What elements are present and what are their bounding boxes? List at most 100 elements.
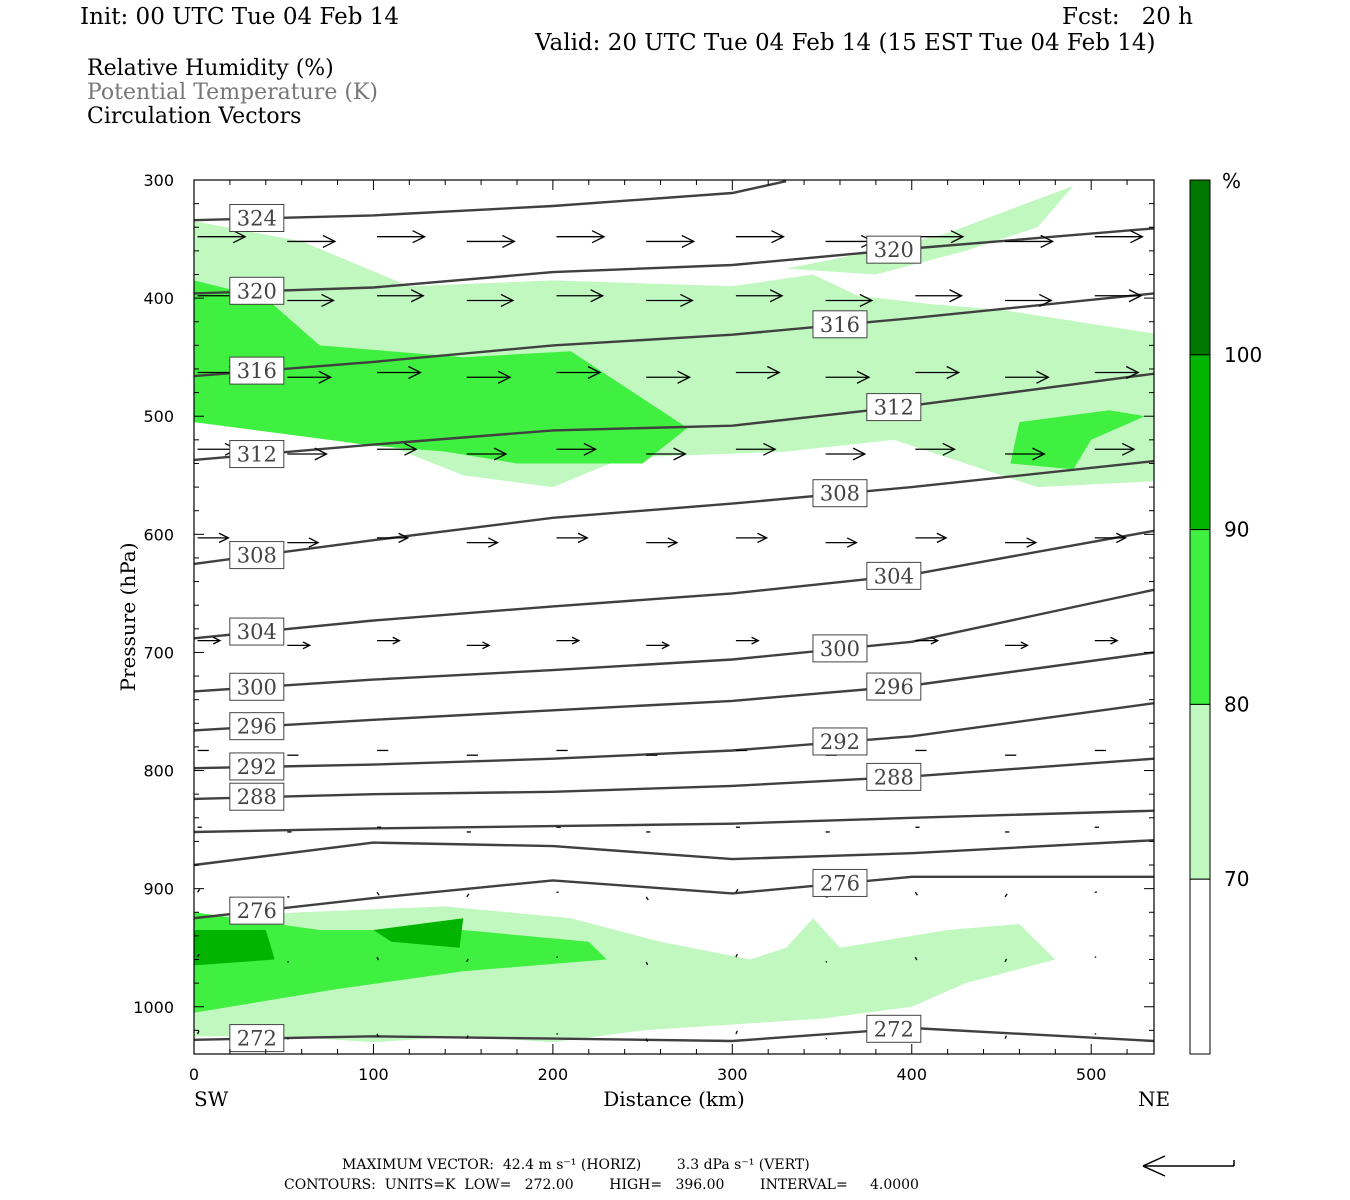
circulation-vector [1004, 958, 1008, 963]
isentrope-label: 308 [237, 544, 277, 568]
circulation-vector-head [1110, 636, 1119, 645]
x-tick-label: 100 [358, 1065, 389, 1084]
circulation-vector-head [1130, 230, 1144, 244]
circulation-vector-head [942, 442, 956, 456]
isentrope-296 [193, 651, 1155, 732]
isentrope-label-box [229, 440, 285, 469]
circulation-vector-head [398, 532, 410, 544]
circulation-vector-head [314, 447, 328, 461]
isentrope-label-box [812, 479, 868, 508]
circulation-vector-head [502, 234, 516, 248]
isentrope-label: 304 [874, 564, 914, 588]
isentrope-label-box [812, 310, 868, 339]
colorbar-tick-label: 90 [1224, 518, 1249, 542]
isentrope-label: 296 [874, 675, 914, 699]
circulation-vector [197, 888, 201, 893]
circulation-vector-head [410, 289, 425, 303]
circulation-vector-head [302, 641, 312, 650]
isentrope-label: 276 [820, 871, 860, 895]
circulation-vector-head [577, 532, 589, 544]
circulation-vector [645, 961, 649, 966]
isentrope-label-box [229, 896, 285, 925]
circulation-vector-head [1036, 370, 1050, 384]
isentrope-label-box [866, 762, 922, 791]
colorbar-segment [1189, 703, 1211, 880]
isentrope-label: 272 [874, 1017, 914, 1041]
x-left-direction-label: SW [194, 1087, 229, 1111]
circulation-vector [735, 888, 739, 893]
circulation-vector-head [936, 532, 948, 544]
isentrope-label: 288 [874, 765, 914, 789]
isentrope-label-box [866, 672, 922, 701]
circulation-vector [645, 896, 649, 901]
isentrope-label-box [866, 1014, 922, 1043]
circulation-vector [466, 893, 470, 898]
circulation-vector-head [497, 370, 512, 384]
isentrope-324 [193, 180, 787, 222]
circulation-vector-head [212, 636, 222, 645]
isentrope-288 [193, 757, 1155, 801]
isentrope-300 [193, 588, 1155, 693]
isentrope-label: 320 [237, 279, 277, 303]
isentrope-label-box [229, 712, 285, 741]
isentrope-label-box [866, 393, 922, 422]
plot-frame [193, 179, 1155, 1055]
circulation-vector-head [587, 365, 602, 380]
circulation-vector [1004, 893, 1008, 898]
circulation-vector [914, 891, 918, 896]
circulation-vector-head [1026, 537, 1038, 548]
isentrope-320 [193, 227, 1155, 295]
isentrope-label: 324 [237, 207, 277, 231]
circulation-vector-head [930, 636, 940, 645]
circulation-vector-head [571, 636, 581, 645]
y-tick-label: 500 [143, 407, 174, 426]
circulation-vector-head [493, 447, 508, 461]
x-tick-label: 500 [1076, 1065, 1107, 1084]
isentrope-label-box [229, 356, 285, 385]
circulation-vector-head [1128, 289, 1143, 303]
circulation-vector-head [1038, 293, 1053, 308]
circulation-vector [196, 953, 200, 958]
y-axis-title: Pressure (hPa) [116, 543, 140, 692]
rh-shading-layer [194, 185, 1154, 1043]
circulation-vector-head [771, 230, 785, 244]
isentrope-label-box [866, 235, 922, 264]
x-right-direction-label: NE [1138, 1087, 1170, 1111]
rh-colorbar: % 100 90 80 70 [1189, 169, 1262, 1055]
isentrope-label-box [229, 672, 285, 701]
rh-region-80-90 [194, 280, 688, 464]
colorbar-unit-label: % [1222, 169, 1241, 193]
circulation-vector-head [661, 641, 671, 650]
isentrope-label: 312 [237, 443, 277, 467]
circulation-vector-head [677, 370, 692, 384]
circulation-vector-head [1116, 532, 1128, 544]
isentrope-312 [193, 372, 1155, 462]
field-rh-label: Relative Humidity (%) [87, 56, 334, 81]
valid-time-label: Valid: 20 UTC Tue 04 Feb 14 (15 EST Tue … [535, 30, 1156, 56]
isentrope-label-layer: 324 320 320 316 316 312 312 308 308 304 304 300 300 2… [229, 204, 922, 1053]
isentrope-label-box [229, 204, 285, 233]
circulation-vector-head [667, 537, 679, 548]
circulation-vector-head [322, 234, 337, 248]
circulation-vector [376, 1033, 380, 1038]
reference-vector-icon [1142, 1155, 1235, 1177]
circulation-vector-head [488, 537, 500, 548]
field-vectors-label: Circulation Vectors [87, 104, 302, 129]
circulation-vector-head [859, 293, 874, 308]
circulation-vector-head [846, 537, 858, 548]
isentrope-label: 308 [820, 482, 860, 506]
isentrope-label-box [229, 276, 285, 305]
isentrope-308 [193, 459, 1155, 566]
rh-region-80-90 [194, 912, 607, 1013]
circulation-vector [466, 1035, 469, 1039]
circulation-vector [735, 1030, 738, 1035]
y-tick-label: 1000 [133, 998, 174, 1017]
isentrope-label-box [812, 727, 868, 756]
colorbar-segment [1189, 179, 1211, 356]
circulation-vector-head [232, 230, 247, 244]
isentrope-label: 292 [237, 755, 277, 779]
init-time-label: Init: 00 UTC Tue 04 Feb 14 [80, 4, 400, 30]
circulation-vector-head [412, 230, 427, 244]
isentrope-label-box [229, 1024, 285, 1053]
